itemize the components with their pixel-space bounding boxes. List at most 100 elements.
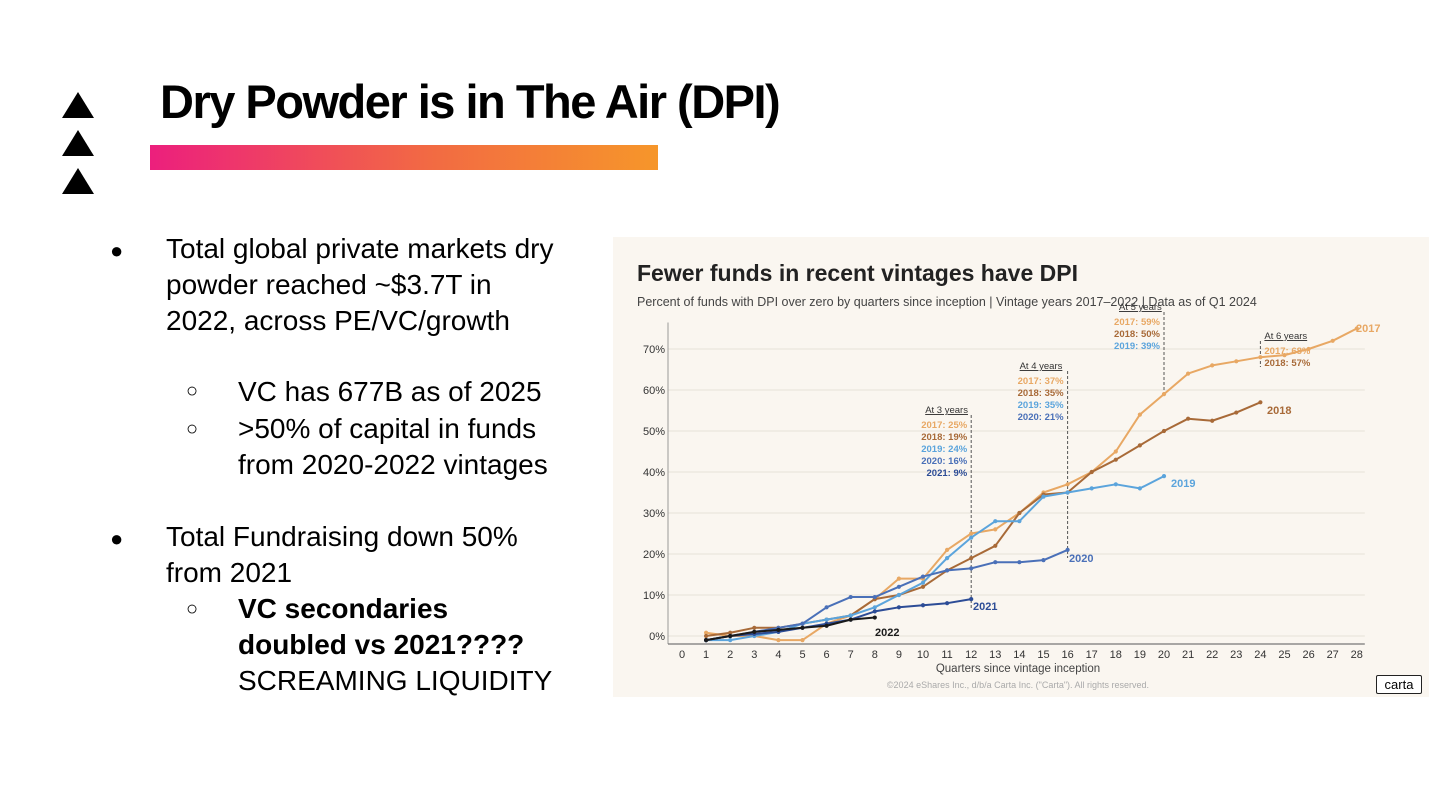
annotation-value: 2018: 50% [1114, 329, 1161, 340]
data-point-2017 [1065, 482, 1070, 487]
y-tick-label: 0% [649, 631, 665, 643]
x-tick-label: 24 [1254, 649, 1266, 661]
series-end-label: 2022 [875, 627, 899, 639]
x-tick-label: 18 [1110, 649, 1122, 661]
annotation-heading: At 3 years [925, 405, 968, 416]
x-tick-label: 12 [965, 649, 977, 661]
data-point-2018 [752, 625, 757, 630]
annotation-value: 2017: 37% [1018, 376, 1065, 387]
x-tick-label: 8 [872, 649, 878, 661]
series-line-2019 [706, 475, 1165, 642]
bullet-line: from 2021 [166, 557, 293, 588]
x-tick-label: 23 [1230, 649, 1242, 661]
bullet-line-bold: VC secondaries [238, 593, 449, 624]
data-point-2018 [1113, 457, 1118, 462]
data-point-2017 [1354, 326, 1359, 331]
data-point-2020 [1041, 558, 1046, 563]
annotation-heading: At 4 years [1020, 361, 1063, 372]
x-tick-label: 28 [1351, 649, 1363, 661]
sub-bullet-capital-vintages: >50% of capital in funds from 2020-2022 … [238, 411, 548, 483]
carta-logo: carta [1376, 675, 1422, 694]
data-point-2018 [920, 584, 926, 589]
data-point-2022 [776, 627, 781, 632]
x-tick-label: 3 [751, 649, 757, 661]
bullet-line: Total Fundraising down 50% [166, 521, 518, 552]
data-point-2020 [920, 574, 926, 579]
bullet-line: Total global private markets dry [166, 233, 554, 264]
x-axis-label: Quarters since vintage inception [936, 663, 1100, 675]
series-end-label: 2020 [1069, 553, 1093, 565]
data-point-2020 [848, 594, 853, 600]
data-point-2022 [872, 615, 877, 620]
data-point-2020 [1017, 560, 1022, 565]
data-point-2019 [728, 638, 733, 643]
data-point-2017 [1306, 346, 1311, 352]
annotation-value: 2018: 57% [1264, 358, 1311, 369]
y-tick-label: 40% [643, 467, 665, 479]
bullet-line: 2022, across PE/VC/growth [166, 305, 510, 336]
data-point-2019 [1017, 519, 1022, 524]
annotation-value: 2019: 24% [921, 444, 968, 455]
series-end-label: 2018 [1267, 405, 1291, 417]
data-point-2017 [1113, 449, 1118, 454]
data-point-2019 [1041, 494, 1046, 499]
x-tick-label: 9 [896, 649, 902, 661]
data-point-2022 [824, 623, 829, 628]
series-line-2020 [705, 548, 1068, 642]
data-point-2019 [1089, 486, 1094, 491]
data-point-2017 [1210, 363, 1215, 368]
data-point-2017 [704, 630, 709, 635]
dpi-chart: Fewer funds in recent vintages have DPI … [613, 237, 1429, 697]
annotation-value: 2017: 59% [1114, 317, 1161, 328]
sub-bullet-secondaries: VC secondaries doubled vs 2021???? SCREA… [238, 591, 552, 699]
x-tick-label: 4 [775, 649, 781, 661]
x-tick-label: 0 [679, 649, 685, 661]
chart-copyright: ©2024 eShares Inc., d/b/a Carta Inc. ("C… [887, 680, 1149, 690]
y-tick-label: 20% [643, 549, 665, 561]
data-point-2019 [896, 592, 901, 598]
y-tick-label: 60% [643, 385, 665, 397]
data-point-2020 [896, 584, 901, 589]
data-point-2018 [1089, 469, 1094, 475]
bullet-line: powder reached ~$3.7T in [166, 269, 492, 300]
bullet-line-bold: doubled vs 2021???? [238, 629, 525, 660]
data-point-2017 [945, 547, 950, 552]
data-point-2022 [728, 633, 733, 639]
data-point-2019 [1161, 474, 1167, 479]
data-point-2018 [1234, 410, 1239, 415]
annotation-value: 2021: 9% [927, 468, 968, 479]
logo-triangle-bottom-icon [62, 168, 94, 194]
data-point-2021 [945, 601, 950, 606]
data-point-2021 [896, 605, 901, 610]
sub-bullet-icon: ○ [186, 598, 199, 620]
x-tick-label: 14 [1013, 649, 1025, 661]
data-point-2017 [1330, 338, 1335, 343]
x-tick-label: 15 [1037, 649, 1049, 661]
data-point-2017 [993, 527, 998, 532]
annotation-value: 2017: 68% [1264, 346, 1311, 357]
annotation-value: 2019: 35% [1018, 400, 1065, 411]
data-point-2017 [800, 638, 805, 643]
annotation-value: 2020: 21% [1018, 412, 1065, 423]
annotation-heading: At 5 years [1119, 302, 1162, 313]
series-end-label: 2017 [1356, 323, 1380, 335]
data-point-2019 [1137, 486, 1142, 491]
data-point-2017 [896, 576, 901, 581]
chart-title: Fewer funds in recent vintages have DPI [637, 260, 1078, 286]
sub-bullet-icon: ○ [186, 418, 199, 440]
sub-bullet-icon: ○ [186, 380, 199, 402]
data-point-2017 [1234, 359, 1239, 364]
y-tick-label: 50% [643, 426, 665, 438]
data-point-2017 [969, 531, 974, 536]
data-point-2019 [1065, 490, 1070, 495]
data-point-2021 [969, 597, 974, 602]
bullet-line: SCREAMING LIQUIDITY [238, 665, 553, 696]
y-tick-label: 30% [643, 508, 665, 520]
chart-subtitle: Percent of funds with DPI over zero by q… [637, 295, 1257, 309]
x-tick-label: 6 [824, 649, 830, 661]
bullet-line: >50% of capital in funds [238, 413, 537, 444]
data-point-2020 [872, 594, 877, 600]
x-tick-label: 20 [1158, 649, 1170, 661]
data-point-2019 [920, 580, 926, 585]
x-tick-label: 2 [727, 649, 733, 661]
